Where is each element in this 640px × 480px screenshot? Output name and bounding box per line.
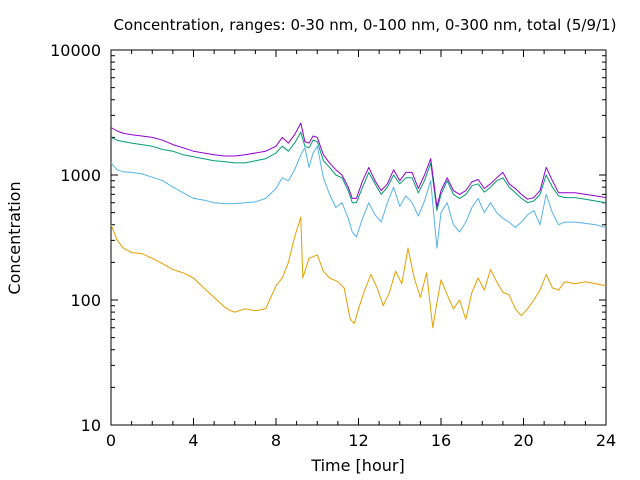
x-tick-label: 20 [513,431,533,450]
y-axis-label: Concentration [5,181,24,294]
y-tick-label: 100 [70,291,101,310]
x-tick-label: 16 [431,431,451,450]
y-tick-label: 1000 [60,166,101,185]
x-tick-label: 12 [348,431,368,450]
series-line-total [110,122,607,207]
x-tick-label: 24 [596,431,616,450]
y-tick-labels: 10 100 1000 10000 [50,41,101,435]
series-line-s300 [110,131,607,211]
plot-frame [110,49,607,426]
y-tick-label: 10 [81,416,101,435]
chart-title: Concentration, ranges: 0-30 nm, 0-100 nm… [114,16,617,34]
series-line-s100 [110,145,607,249]
axis-ticks [110,49,607,426]
x-tick-label: 8 [271,431,281,450]
y-tick-label: 10000 [50,41,101,60]
series-line-s30 [110,216,607,329]
x-tick-label: 4 [188,431,198,450]
x-tick-labels: 0 4 8 12 16 20 24 [106,431,616,450]
series-group [110,122,607,329]
x-tick-label: 0 [106,431,116,450]
x-axis-label: Time [hour] [310,456,404,475]
